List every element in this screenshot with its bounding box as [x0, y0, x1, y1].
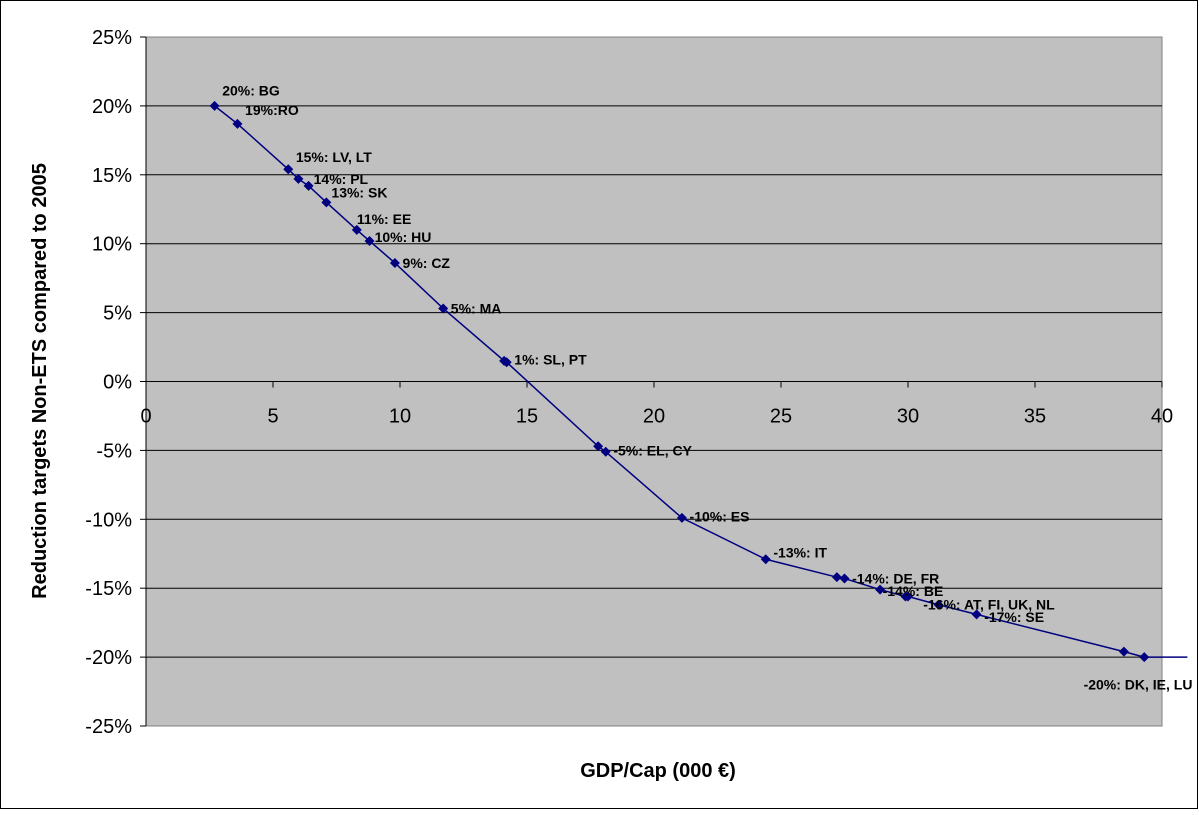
x-tick-label: 5: [267, 406, 278, 428]
data-point: [875, 584, 886, 595]
y-tick-label: -15%: [85, 578, 132, 600]
data-label: 14%: PL: [314, 171, 369, 187]
x-tick-label: 0: [140, 406, 151, 428]
data-point: [351, 224, 362, 235]
data-point: [676, 512, 687, 523]
data-point: [232, 118, 243, 129]
data-label: -16%: AT, FI, UK, NL: [923, 597, 1055, 613]
y-tick-label: -5%: [96, 440, 132, 462]
data-label: 5%: MA: [451, 300, 502, 316]
y-tick-label: 5%: [103, 303, 132, 325]
x-tick-label: 20: [643, 406, 665, 428]
data-point: [1118, 646, 1129, 657]
x-tick-label: 35: [1024, 406, 1046, 428]
series-line: [214, 105, 1188, 658]
data-label: -14%: DE, FR: [852, 571, 939, 587]
data-point: [438, 303, 449, 314]
data-point: [209, 100, 220, 111]
data-label: -17%: SE: [984, 609, 1044, 625]
x-axis-ticks: 0 5 10 15 20 25 30 35 40: [140, 381, 1173, 428]
y-tick-label: 20%: [92, 96, 132, 118]
data-label: 20%: BG: [222, 83, 280, 99]
data-label: 9%: CZ: [403, 255, 451, 271]
data-series: [209, 100, 1188, 663]
data-label: 13%: SK: [331, 185, 387, 201]
data-label: 19%:RO: [245, 102, 299, 118]
data-label: -5%: EL, CY: [613, 442, 692, 458]
y-tick-label: -10%: [85, 509, 132, 531]
y-axis-title: Reduction targets Non-ETS compared to 20…: [29, 163, 51, 599]
y-tick-label: 25%: [92, 27, 132, 49]
x-tick-label: 25: [770, 406, 792, 428]
data-point: [283, 164, 294, 175]
x-tick-label: 15: [516, 406, 538, 428]
data-point: [839, 573, 850, 584]
data-point: [501, 357, 512, 368]
data-point: [364, 235, 375, 246]
x-axis-title: GDP/Cap (000 €): [580, 760, 736, 782]
y-tick-label: 15%: [92, 165, 132, 187]
data-label: -10%: ES: [690, 509, 750, 525]
data-point: [760, 554, 771, 565]
y-tick-label: -25%: [85, 716, 132, 738]
data-point: [1139, 652, 1150, 663]
x-tick-label: 30: [897, 406, 919, 428]
data-label: 10%: HU: [375, 229, 432, 245]
data-label: -20%: DK, IE, LU: [1084, 677, 1193, 693]
data-point: [903, 591, 913, 602]
x-tick-label: 10: [389, 406, 411, 428]
data-point: [389, 257, 400, 268]
data-label: 11%: EE: [357, 211, 411, 227]
data-point: [593, 441, 604, 452]
y-tick-label: -20%: [85, 647, 132, 669]
data-point: [831, 572, 842, 583]
data-point: [600, 446, 611, 457]
data-label: 15%: LV, LT: [296, 149, 372, 165]
data-point: [293, 173, 304, 184]
data-label: -14%: BE: [883, 583, 944, 599]
data-point: [321, 197, 332, 208]
y-axis-ticks: 25% 20% 15% 10% 5% 0% -5% -10% -15% -20% -25%: [85, 27, 146, 738]
data-label: 1%: SL, PT: [514, 351, 587, 367]
data-point: [303, 180, 314, 191]
x-tick-label: 40: [1151, 406, 1173, 428]
y-tick-label: 0%: [103, 372, 132, 394]
y-tick-label: 10%: [92, 234, 132, 256]
data-label: -13%: IT: [773, 544, 827, 560]
data-point: [971, 609, 982, 620]
data-point: [933, 599, 944, 610]
